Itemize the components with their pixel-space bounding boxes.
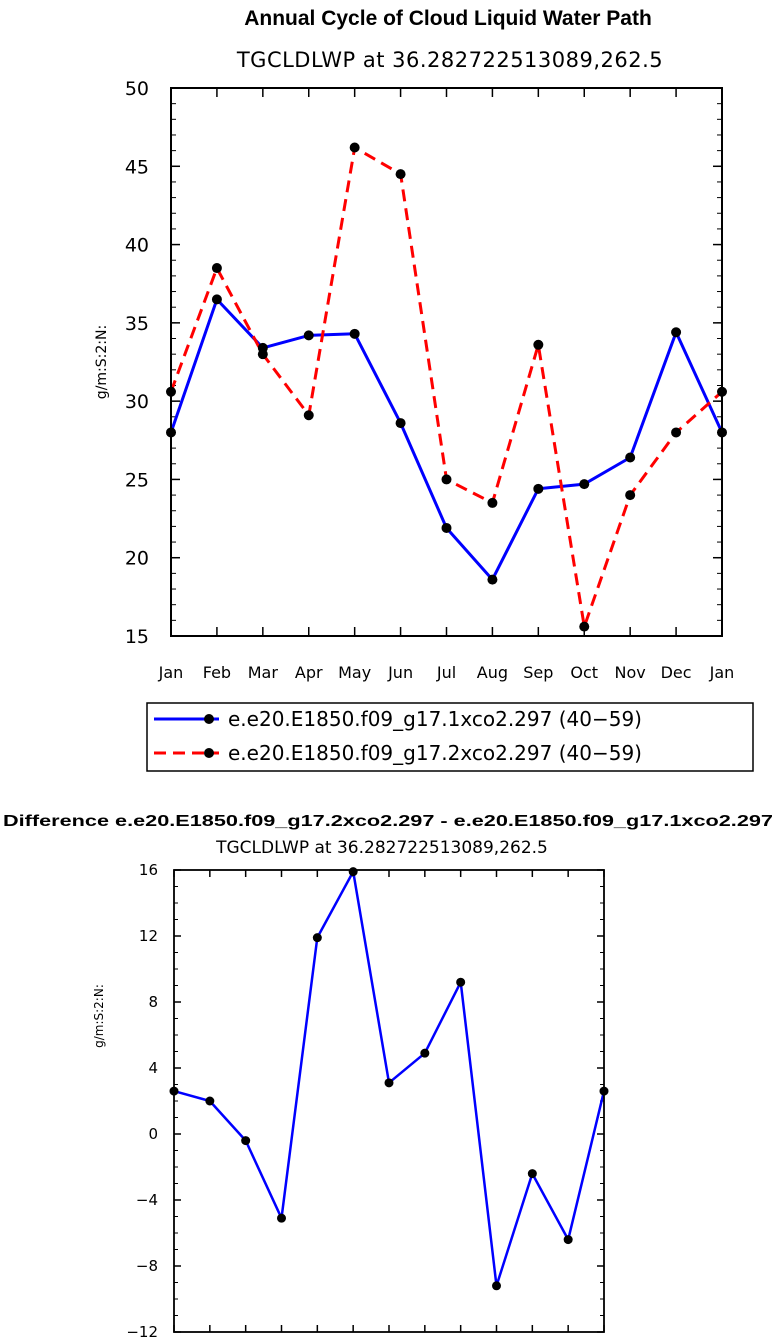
chart1-series2-point [211,263,222,274]
chart1-series2-point [671,427,682,438]
chart1-y-tick-label: 40 [125,235,149,257]
chart1-x-tick-label: Jun [387,663,413,682]
chart2-series1-point [420,1048,430,1058]
chart1-series2-point [487,497,498,508]
chart2-series1-point [563,1235,573,1245]
chart2-y-tick-label: −4 [136,1191,158,1209]
chart1-series1-point [625,452,636,463]
chart1-y-tick-label: 20 [125,548,149,570]
chart1-x-tick-label: Jan [158,663,184,682]
chart1-series-line-1 [169,297,724,582]
chart1-y-tick-label: 15 [125,626,149,648]
chart1-x-tick-label: Jul [436,663,456,682]
chart2-series1-point [492,1281,501,1291]
chart1-series2-point [441,474,452,485]
chart1-series1-point [487,574,498,585]
chart2-ticks [173,869,605,1333]
chart1-y-axis-label: g/m:S:2:N: [94,325,110,399]
chart2-y-tick-label: 8 [148,993,158,1011]
chart2-y-tick-label: 4 [148,1059,158,1077]
chart1-x-tick-label: Dec [661,663,692,682]
chart2-title: Difference e.e20.E1850.f09_g17.2xco2.297… [3,813,773,830]
legend-label-series2: e.e20.E1850.f09_g17.2xco2.297 (40−59) [228,741,642,765]
chart1-series1-point [441,522,452,533]
chart1-x-tick-label: Nov [615,663,646,682]
chart1-series2-point [303,410,314,421]
chart1-series1-point [533,483,544,494]
chart1-y-tick-label: 30 [125,391,149,413]
chart1-y-tick-label: 25 [125,469,149,491]
chart1-series1-point [211,294,222,305]
chart2-series1-point [205,1096,215,1106]
chart1-series1-point [579,479,590,490]
chart1-series2-point [625,490,636,501]
chart1-series2-point [349,142,360,153]
chart1-series2-point [579,621,590,632]
chart1-x-tick-label: May [338,663,371,682]
chart1-series2-point [395,169,406,180]
chart2-y-tick-label: 0 [148,1125,158,1143]
difference-chart: Difference e.e20.E1850.f09_g17.2xco2.297… [3,813,773,1343]
chart1-ticks [170,87,723,637]
chart2-series1-point [312,933,322,943]
chart1-series1-point [395,418,406,429]
chart1-y-tick-labels: 50 45 40 35 30 25 20 15 [125,78,149,648]
chart1-series-layer [166,142,727,632]
chart1-title: Annual Cycle of Cloud Liquid Water Path [244,7,652,30]
chart1-x-tick-label: Sep [523,663,553,682]
annual-cycle-chart: Annual Cycle of Cloud Liquid Water Path … [94,7,734,682]
chart1-x-tick-label: Oct [570,663,598,682]
chart2-y-tick-label: 12 [139,927,158,945]
chart2-y-tick-label: −8 [136,1257,158,1275]
chart2-plot-frame [173,869,605,1333]
legend-entry-series1: e.e20.E1850.f09_g17.1xco2.297 (40−59) [154,707,642,731]
chart2-y-tick-labels: 16 12 8 4 0 −4 −8 −12 [126,861,158,1341]
chart2-series1-point [456,977,466,987]
chart1-x-tick-labels: Jan Feb Mar Apr May Jun Jul Aug Sep Oct Nov Dec Jan [158,663,735,682]
chart1-plot-frame [170,87,723,637]
chart1-x-tick-label: Mar [248,663,279,682]
legend-marker-series1 [204,714,214,724]
chart1-y-tick-label: 35 [125,313,149,335]
chart2-series1-point [277,1213,286,1223]
chart1-y-tick-label: 50 [125,78,149,100]
chart2-subtitle: TGCLDLWP at 36.282722513089,262.5 [215,838,548,858]
chart2-y-axis-label: g/m:S:2:N: [92,984,106,1048]
legend-label-series1: e.e20.E1850.f09_g17.1xco2.297 (40−59) [228,707,642,731]
chart2-series1-point [527,1169,537,1179]
chart2-series-layer [169,867,609,1291]
chart1-series2-point [257,349,268,360]
chart1-x-tick-label: Jan [709,663,735,682]
chart1-series1-point [671,327,682,338]
chart2-series1-point [348,867,358,877]
chart1-series1-point [303,330,314,341]
chart1-x-tick-label: Aug [477,663,508,682]
chart2-series1-point [384,1078,394,1088]
legend-box [146,702,754,772]
chart2-y-tick-label: −12 [126,1323,158,1341]
chart1-y-tick-label: 45 [125,156,149,178]
chart2-y-tick-label: 16 [139,861,158,879]
chart1-x-tick-label: Feb [203,663,231,682]
chart1-x-tick-label: Apr [295,663,323,682]
chart1-series1-point [349,328,360,339]
legend-marker-series2 [204,748,214,758]
legend-entry-series2: e.e20.E1850.f09_g17.2xco2.297 (40−59) [154,741,642,765]
chart2-series1-point [241,1136,251,1146]
chart1-series2-point [533,339,544,350]
chart1-subtitle: TGCLDLWP at 36.282722513089,262.5 [236,48,663,72]
chart1-series-line-2 [169,146,723,629]
legend: e.e20.E1850.f09_g17.1xco2.297 (40−59) e.… [146,702,754,772]
